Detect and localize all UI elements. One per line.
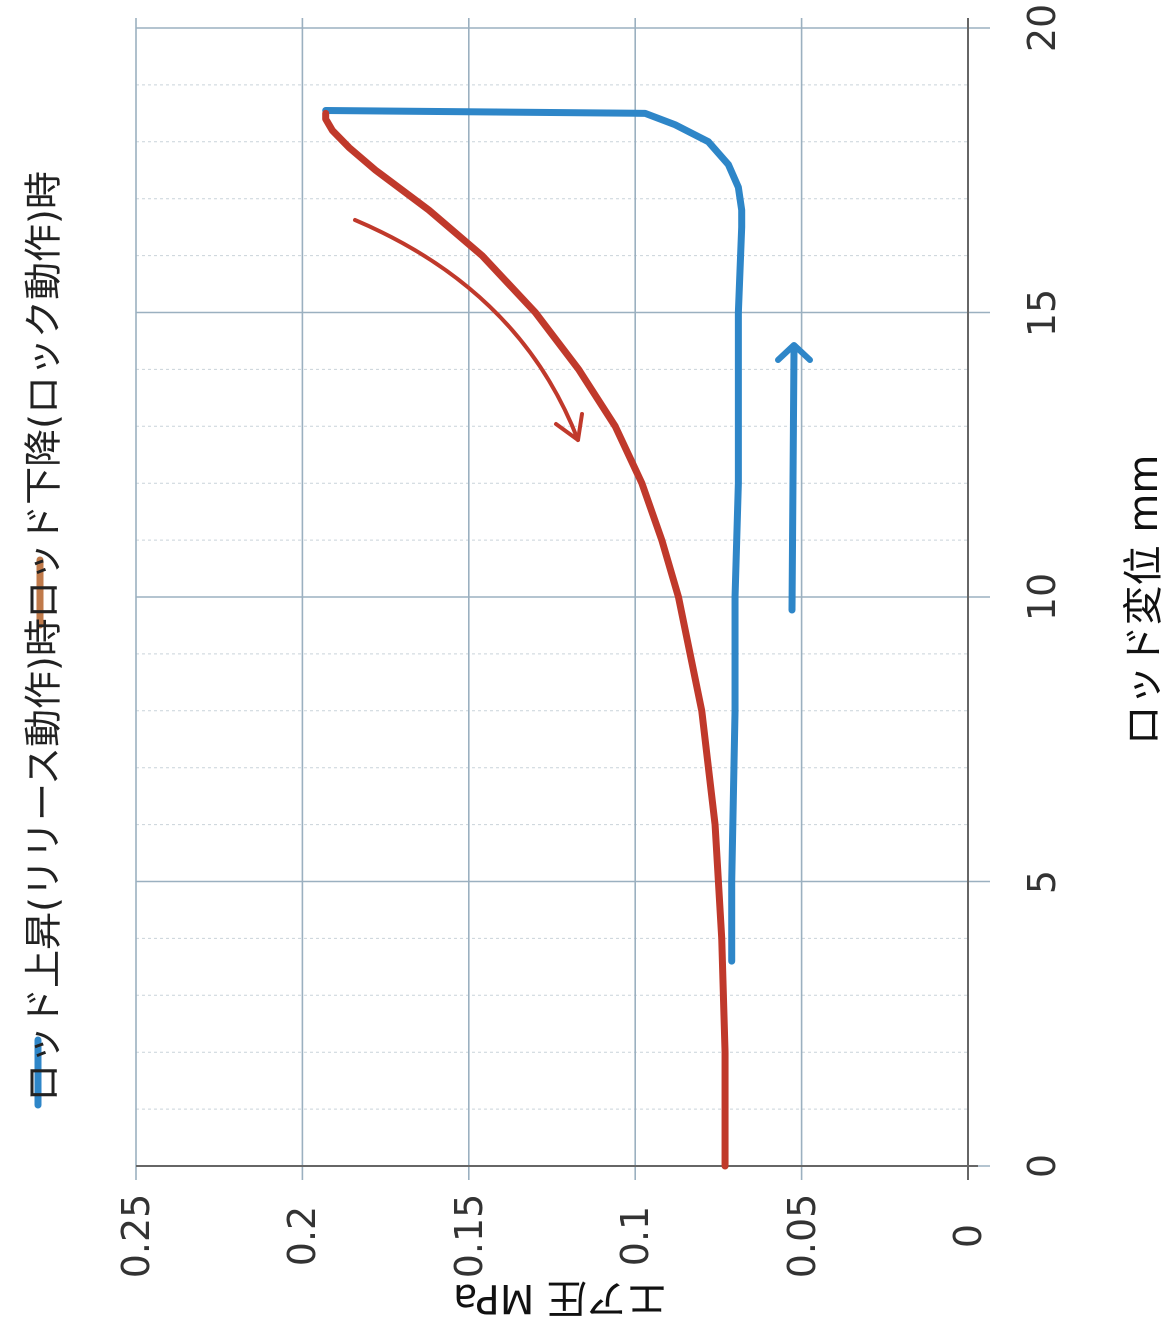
series-layer: [322, 107, 746, 1170]
y-tick-label: 0.25: [114, 1193, 158, 1279]
legend-entry-rise: ロッド上昇(リリース動作)時: [21, 618, 66, 1102]
arrow-up-annotation: [788, 346, 798, 614]
minor-gridlines: [136, 84, 968, 1110]
legend-marks: [34, 556, 44, 1109]
axes: [136, 18, 978, 1180]
y-tick-label: 0.1: [613, 1205, 658, 1267]
x-tick-label: 20: [1020, 3, 1064, 53]
arrow-down-annotation: [353, 218, 580, 442]
arrow-up-head: [775, 342, 813, 363]
y-tick-label: 0: [946, 1223, 990, 1249]
x-tick-label: 10: [1020, 572, 1064, 622]
annotation-arrows: [353, 218, 813, 614]
y-tick-label: 0.05: [779, 1193, 824, 1279]
arrow-down-head: [554, 412, 584, 442]
x-tick-label: 15: [1020, 288, 1064, 337]
series-line-rise: [322, 107, 746, 965]
legend-entry-fall: ロッド下降(ロック動作)時: [21, 171, 66, 619]
y-tick-label: 0.2: [280, 1205, 325, 1267]
series-line-fall: [322, 109, 729, 1170]
x-axis-title: ロッド変位 mm: [1121, 454, 1166, 746]
x-tick-label: 0: [1020, 1153, 1064, 1179]
y-tick-label: 0.15: [446, 1193, 491, 1279]
major-gridlines: [135, 18, 990, 1180]
x-tick-label: 5: [1020, 869, 1064, 894]
y-axis-title: エア圧 MPa: [452, 1275, 668, 1321]
